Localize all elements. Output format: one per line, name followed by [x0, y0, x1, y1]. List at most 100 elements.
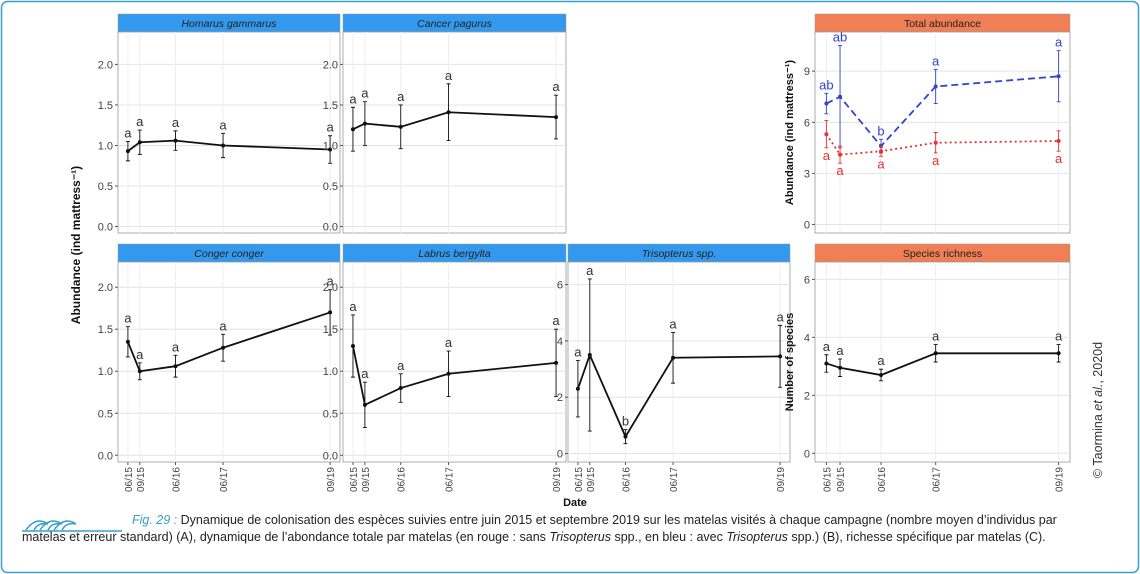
letter-label: a	[552, 79, 560, 94]
y-tick-label: 3	[804, 168, 810, 180]
y-tick-label: 9	[804, 66, 810, 78]
letter-label: a	[124, 125, 132, 140]
x-tick-label: 06/16	[171, 467, 182, 492]
point	[446, 110, 451, 115]
point	[1056, 351, 1061, 356]
letter-label: a	[823, 339, 831, 354]
letter-label: a	[172, 339, 180, 354]
wave-icon	[22, 520, 122, 532]
letter-label: a	[397, 89, 405, 104]
x-tick-label: 09/15	[361, 467, 372, 492]
letter-label: a	[445, 335, 453, 350]
y-tick-label: 0	[804, 448, 810, 460]
plot-area	[814, 261, 1071, 463]
y-tick-label: 2.0	[98, 59, 113, 71]
point	[575, 386, 580, 391]
x-tick-label: 09/19	[552, 467, 563, 492]
letter-label: a	[361, 366, 369, 381]
point	[554, 115, 559, 120]
y-tick-label: 1.5	[323, 100, 338, 112]
credit-part: , 2020d	[1091, 342, 1105, 384]
point	[173, 138, 178, 143]
y-tick-label: 0	[804, 219, 810, 231]
y-tick-label: 1.5	[98, 324, 113, 336]
letter-label: a	[326, 274, 334, 289]
letter-label: a	[172, 115, 180, 130]
y-axis-label: Abundance (ind mattress⁻¹)	[784, 60, 796, 205]
letter-label: a	[361, 86, 369, 101]
letter-label: a	[124, 311, 132, 326]
y-tick-label: 0.0	[98, 450, 113, 462]
y-tick-label: 4	[804, 332, 810, 344]
panel-title: Cancer pagurus	[417, 18, 492, 30]
letter-label: a	[776, 309, 784, 324]
point	[933, 84, 938, 89]
panel-title: Conger conger	[194, 248, 264, 260]
point	[173, 364, 178, 369]
plot-area	[117, 31, 341, 234]
caption-part: spp., en bleu : avec	[610, 530, 727, 544]
letter-label: a	[932, 153, 940, 168]
letter-label: a	[445, 68, 453, 83]
x-tick-label: 06/16	[397, 467, 408, 492]
point	[778, 354, 783, 359]
point	[671, 355, 676, 360]
x-tick-label: 06/17	[932, 467, 943, 492]
point	[933, 140, 938, 145]
letter-label: b	[622, 414, 629, 429]
letter-label: a	[669, 316, 677, 331]
panel-title: Trisopterus spp.	[642, 248, 717, 260]
x-tick-label: 09/15	[136, 467, 147, 492]
letter-label: ab	[833, 30, 847, 45]
caption-part: Dynamique de colonisation des espèces su…	[22, 513, 1057, 544]
point	[446, 371, 451, 376]
x-tick-label: 09/19	[1055, 467, 1066, 492]
letter-label: a	[1055, 35, 1063, 50]
point	[824, 101, 829, 106]
caption-part: Trisopterus	[726, 530, 788, 544]
credit: © Taormina et al., 2020d	[1091, 342, 1105, 478]
letter-label: a	[219, 117, 227, 132]
x-tick-label: 06/15	[822, 467, 833, 492]
point	[587, 352, 592, 357]
letter-label: a	[877, 156, 885, 171]
y-tick-label: 2.0	[323, 59, 338, 71]
y-tick-label: 1.5	[98, 100, 113, 112]
point	[838, 365, 843, 370]
point	[398, 124, 403, 129]
point	[137, 140, 142, 145]
y-tick-label: 0.0	[98, 222, 113, 234]
y-tick-label: 0.0	[323, 450, 338, 462]
y-tick-label: 0	[557, 449, 563, 461]
y-tick-label: 2.0	[98, 282, 113, 294]
x-tick-label: 06/15	[349, 467, 360, 492]
y-tick-label: 2	[557, 392, 563, 404]
y-tick-label: 6	[804, 117, 810, 129]
panel-title: Homarus gammarus	[181, 18, 277, 30]
letter-label: a	[349, 91, 357, 106]
plot-area	[567, 261, 791, 463]
plot-area	[342, 31, 567, 234]
x-tick-label: 09/15	[586, 467, 597, 492]
point	[328, 147, 333, 152]
letter-label: a	[349, 299, 357, 314]
point	[362, 121, 367, 126]
point	[125, 149, 130, 154]
letter-label: a	[1055, 151, 1063, 166]
caption-part: spp.) (B), richesse spécifique par matel…	[787, 530, 1046, 544]
y-tick-label: 6	[557, 280, 563, 292]
x-tick-label: 06/16	[621, 467, 632, 492]
point	[125, 339, 130, 344]
y-tick-label: 4	[557, 336, 563, 348]
letter-label: a	[397, 358, 405, 373]
point	[221, 143, 226, 148]
letter-label: a	[136, 347, 144, 362]
point	[824, 132, 829, 137]
y-tick-label: 0.5	[98, 408, 113, 420]
point	[398, 386, 403, 391]
y-tick-label: 0.5	[98, 181, 113, 193]
x-tick-label: 06/17	[445, 467, 456, 492]
panel-title: Total abundance	[904, 18, 981, 30]
